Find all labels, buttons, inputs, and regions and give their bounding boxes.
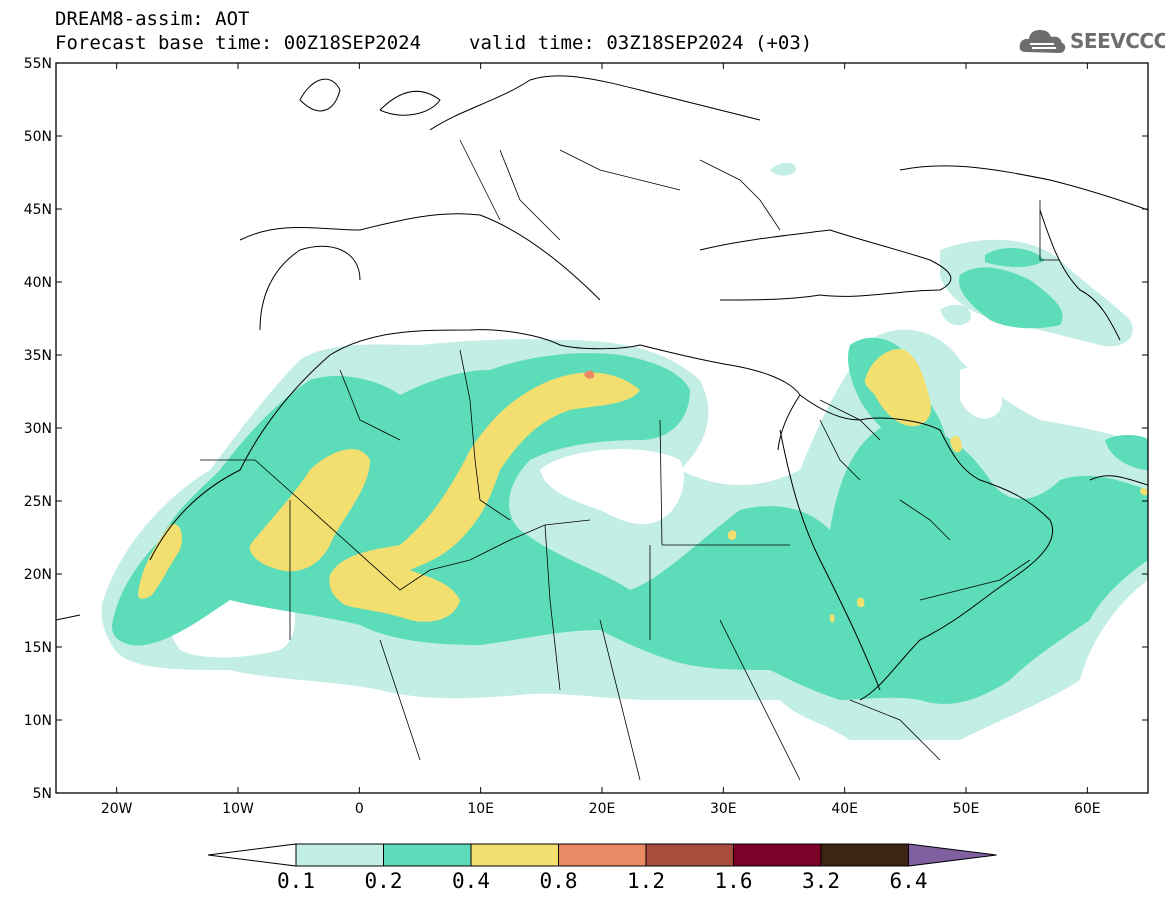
lon-label: 20W xyxy=(101,801,133,817)
aot-field xyxy=(101,162,1148,740)
lon-label: 40E xyxy=(831,801,858,817)
lat-label: 40N xyxy=(24,275,52,291)
time-line: Forecast base time: 00Z18SEP2024 valid ti… xyxy=(55,32,812,54)
lat-label: 10N xyxy=(24,713,52,729)
aot-level-0-8 xyxy=(584,370,595,379)
cloud-icon xyxy=(1019,30,1066,53)
colorbar-box xyxy=(820,843,909,867)
seevccc-logo: SEEVCCC xyxy=(1018,22,1165,62)
colorbar-label: 0.4 xyxy=(452,869,490,893)
colorbar-label: 0.8 xyxy=(540,869,578,893)
colorbar-high-arrow xyxy=(908,843,997,867)
lat-label: 55N xyxy=(24,56,52,72)
lat-label: 5N xyxy=(33,786,52,802)
lon-label: 10E xyxy=(467,801,494,817)
coastlines xyxy=(56,75,1148,701)
valid-time: valid time: 03Z18SEP2024 (+03) xyxy=(469,32,813,54)
colorbar-label: 3.2 xyxy=(802,869,840,893)
lat-label: 50N xyxy=(24,129,52,145)
logo-text: SEEVCCC xyxy=(1070,29,1165,53)
colorbar-box xyxy=(383,843,472,867)
colorbar-label: 0.1 xyxy=(277,869,315,893)
colorbar-low-arrow xyxy=(207,843,297,867)
colorbar-label: 1.2 xyxy=(627,869,665,893)
colorbar-box xyxy=(558,843,647,867)
lat-label: 25N xyxy=(24,494,52,510)
lat-label: 20N xyxy=(24,567,52,583)
lat-label: 35N xyxy=(24,348,52,364)
lon-label: 10W xyxy=(222,801,254,817)
lon-label: 60E xyxy=(1074,801,1101,817)
lat-label: 15N xyxy=(24,640,52,656)
aot-level-0-4 xyxy=(138,349,1148,623)
colorbar-label: 6.4 xyxy=(890,869,928,893)
colorbar-box xyxy=(470,843,559,867)
colorbar-label: 1.6 xyxy=(715,869,753,893)
colorbar-boxes xyxy=(207,843,997,867)
lon-label: 0 xyxy=(355,801,364,817)
colorbar-box xyxy=(645,843,734,867)
country-borders xyxy=(200,139,1060,781)
colorbar-label: 0.2 xyxy=(365,869,403,893)
colorbar-labels: 0.1 0.2 0.4 0.8 1.2 1.6 3.2 6.4 xyxy=(277,869,927,893)
lon-label: 20E xyxy=(589,801,616,817)
latitude-axis: 55N 50N 45N 40N 35N 30N 25N 20N 15N 10N 5N xyxy=(24,56,1148,802)
lon-label: 30E xyxy=(710,801,737,817)
map-title: DREAM8-assim: AOT xyxy=(55,8,250,30)
lon-label: 50E xyxy=(953,801,980,817)
lat-label: 45N xyxy=(24,202,52,218)
colorbar-box xyxy=(295,843,384,867)
base-time: Forecast base time: 00Z18SEP2024 xyxy=(55,32,422,54)
colorbar-box xyxy=(733,843,822,867)
lat-label: 30N xyxy=(24,421,52,437)
longitude-axis: 20W 10W 0 10E 20E 30E 40E 50E 60E xyxy=(101,63,1101,817)
